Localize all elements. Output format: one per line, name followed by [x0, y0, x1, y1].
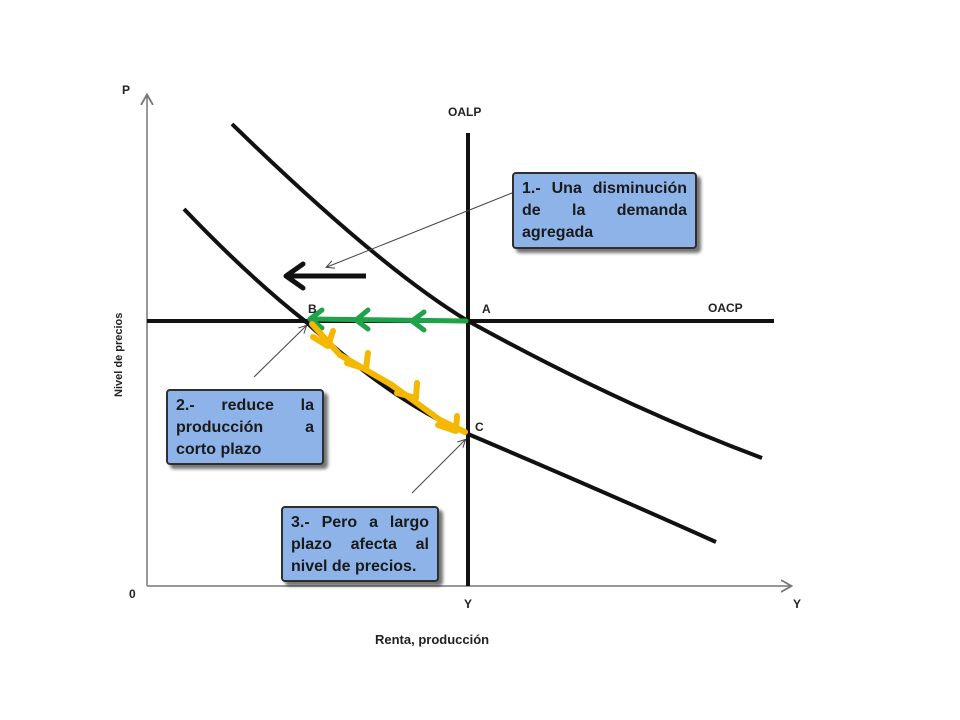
note-short-run-output: 2.- reduce la producción a corto plazo — [166, 389, 324, 465]
demand-shift-arrow — [283, 261, 366, 291]
short-run-supply-label: OACP — [708, 301, 743, 315]
point-b-label: B — [308, 302, 317, 316]
x-end-label: Y — [793, 597, 801, 611]
long-run-supply-label: OALP — [448, 105, 481, 119]
note-long-run-prices: 3.- Pero a largo plazo afecta al nivel d… — [281, 506, 439, 582]
demand-curve-shifted — [182, 207, 717, 544]
note2-pointer — [253, 326, 306, 378]
point-a-label: A — [482, 302, 491, 316]
y-axis-title: Nivel de precios — [113, 313, 125, 397]
note1-pointer — [327, 192, 513, 267]
y-axis-letter: P — [122, 83, 130, 97]
point-c-label: C — [475, 420, 484, 434]
note-demand-decrease: 1.- Una disminución de la demanda agrega… — [512, 172, 697, 249]
short-run-adjustment-arrows — [307, 307, 469, 333]
x-potential-label: Y — [464, 597, 472, 611]
x-axis-title: Renta, producción — [375, 632, 489, 647]
long-run-adjustment-arrows — [309, 321, 468, 435]
origin-label: 0 — [129, 587, 136, 601]
note3-pointer — [411, 440, 465, 494]
